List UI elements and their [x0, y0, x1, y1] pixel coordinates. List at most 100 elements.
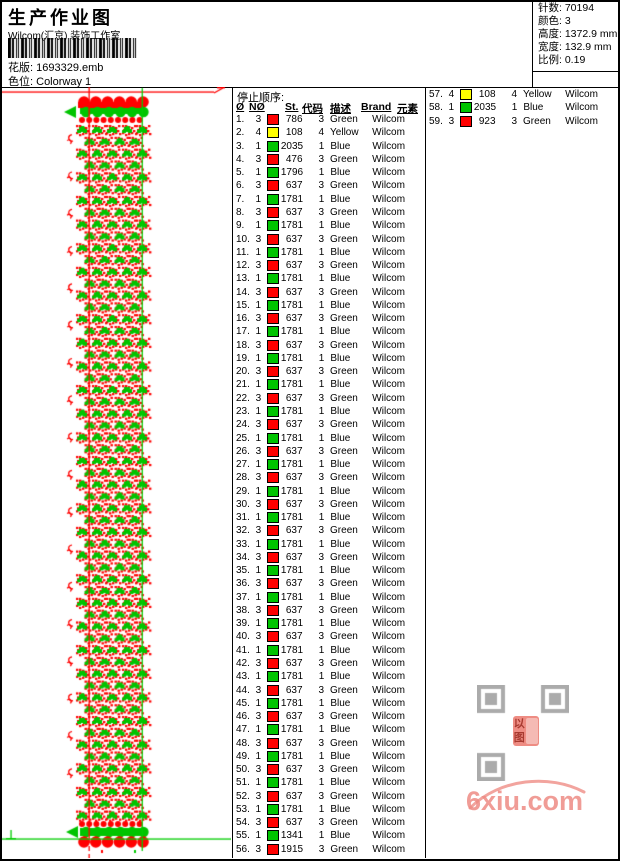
stop-row: 10. 3 637 3 Green Wilcom [233, 232, 425, 245]
color-code: 1 [318, 140, 325, 152]
thread-brand: Wilcom [565, 102, 599, 114]
color-code: 1 [318, 405, 325, 417]
thread-brand: Wilcom [372, 525, 405, 537]
needle-number: 1 [255, 538, 262, 550]
stitch-count: 1781 [280, 326, 304, 338]
stitch-count: 637 [285, 790, 303, 802]
needle-number: 1 [255, 246, 262, 258]
thread-brand: Wilcom [372, 578, 405, 590]
thread-color-swatch [265, 737, 281, 749]
stop-row: 45. 1 1781 1 Blue Wilcom [233, 697, 425, 710]
needle-number: 1 [255, 750, 262, 762]
info-label: 颜色: [538, 15, 562, 27]
needle-number: 3 [255, 764, 262, 776]
stitch-count: 637 [285, 233, 303, 245]
thread-brand: Wilcom [372, 193, 406, 205]
stop-number: 31. [236, 512, 250, 524]
color-description: Blue [330, 830, 351, 842]
stitch-count: 637 [285, 631, 303, 643]
thread-color-swatch [265, 697, 281, 709]
color-description: Green [330, 711, 358, 723]
thread-brand: Wilcom [372, 565, 406, 577]
color-code: 3 [318, 419, 325, 431]
stitch-count: 1781 [280, 512, 304, 524]
color-description: Green [330, 790, 358, 802]
thread-color-swatch [265, 339, 281, 351]
watermark-domain: 6xiu.com [466, 786, 584, 816]
red-seal-stamp: 以图 [513, 716, 539, 746]
thread-brand: Wilcom [372, 140, 406, 152]
thread-brand: Wilcom [372, 777, 406, 789]
color-code: 3 [318, 339, 325, 351]
info-value: 70194 [564, 2, 595, 14]
needle-number: 1 [255, 644, 262, 656]
color-code: 1 [318, 512, 325, 524]
stitch-count: 637 [285, 684, 303, 696]
needle-number: 3 [255, 631, 262, 643]
info-row: 颜色: 3 [538, 15, 620, 28]
thread-brand: Wilcom [372, 697, 406, 709]
thread-brand: Wilcom [372, 352, 406, 364]
thread-color-swatch [265, 830, 281, 842]
stop-sequence-right-column: 57. 4 108 4 Yellow Wilcom 58. 1 2035 1 B… [425, 87, 618, 858]
stop-row: 3. 1 2035 1 Blue Wilcom [233, 140, 425, 153]
stop-number: 42. [236, 658, 250, 670]
info-row: 高度: 1372.9 mm [538, 28, 620, 41]
needle-number: 3 [255, 180, 262, 192]
color-description: Green [330, 631, 358, 643]
color-code: 1 [318, 750, 325, 762]
stop-row: 39. 1 1781 1 Blue Wilcom [233, 617, 425, 630]
color-description: Blue [330, 724, 351, 736]
thread-color-swatch [265, 180, 281, 192]
stop-sequence-title: 停止顺序: [237, 92, 285, 104]
stop-row: 26. 3 637 3 Green Wilcom [233, 445, 425, 458]
thread-brand: Wilcom [372, 313, 405, 325]
thread-color-swatch [265, 419, 281, 431]
info-row: 针数: 70194 [538, 2, 620, 15]
stop-row: 40. 3 637 3 Green Wilcom [233, 630, 425, 643]
needle-number: 3 [255, 339, 262, 351]
stop-sequence-left-column: 停止顺序: Ø NØ St. 代码 描述 Brand 元素 1. 3 786 3… [232, 87, 425, 858]
thread-color-swatch [265, 445, 281, 457]
thread-brand: Wilcom [372, 790, 405, 802]
stitch-count: 1781 [280, 671, 304, 683]
needle-number: 3 [255, 658, 262, 670]
col-header-stop: Ø [236, 101, 245, 113]
thread-brand: Wilcom [565, 115, 598, 127]
color-code: 1 [318, 193, 325, 205]
color-code: 3 [318, 525, 325, 537]
stop-row: 13. 1 1781 1 Blue Wilcom [233, 272, 425, 285]
color-code: 1 [318, 352, 325, 364]
needle-number: 1 [255, 140, 262, 152]
color-description: Blue [330, 618, 351, 630]
stop-number: 21. [236, 379, 250, 391]
stitch-count: 1781 [280, 379, 304, 391]
info-label: 比例: [538, 54, 562, 66]
color-code: 1 [318, 671, 325, 683]
stitch-count: 637 [285, 604, 303, 616]
thread-color-swatch [265, 512, 281, 524]
needle-number: 3 [255, 260, 262, 272]
color-code: 1 [318, 273, 325, 285]
color-code: 1 [318, 591, 325, 603]
color-description: Green [330, 684, 358, 696]
needle-number: 1 [255, 697, 262, 709]
thread-color-swatch [265, 843, 281, 855]
needle-number: 1 [255, 777, 262, 789]
color-code: 1 [318, 220, 325, 232]
color-description: Green [330, 525, 358, 537]
color-code: 3 [318, 764, 325, 776]
color-code: 3 [318, 604, 325, 616]
thread-brand: Wilcom [372, 631, 405, 643]
stop-number: 26. [236, 445, 250, 457]
thread-color-swatch [265, 803, 281, 815]
thread-color-swatch [265, 326, 281, 338]
needle-number: 1 [255, 273, 262, 285]
stop-number: 53. [236, 803, 250, 815]
stitch-count: 1341 [280, 830, 304, 842]
thread-color-swatch [265, 273, 281, 285]
color-code: 3 [318, 737, 325, 749]
needle-number: 1 [255, 299, 262, 311]
stop-number: 14. [236, 286, 250, 298]
